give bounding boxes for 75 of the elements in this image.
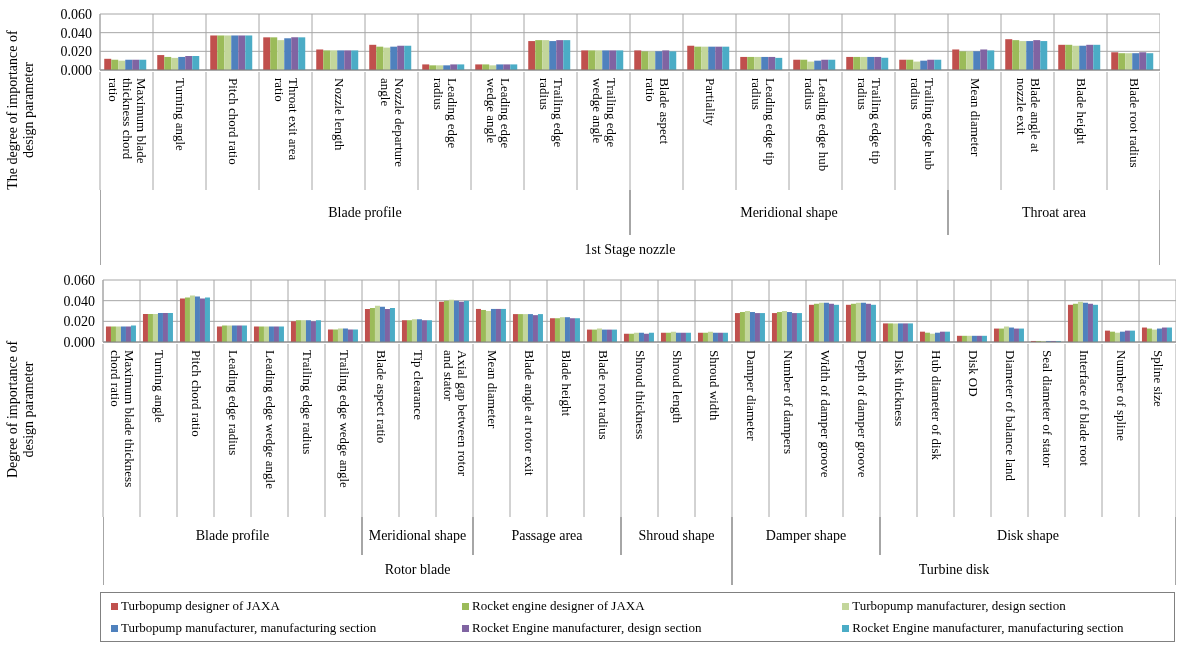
x-tick-label: Maximum blade thickness chord ratio [107,350,137,488]
x-tick-label: Pitch chord ratio [225,78,241,165]
x-tick-label: Disk thickness [891,350,907,427]
text: Rotor blade [384,562,451,578]
x-tick-label: Mean diameter [967,78,983,157]
x-tick-label: Trailing edge hub radius [907,78,937,170]
y-tick-label: 0.000 [60,62,92,78]
x-tick-label: Blade aspect ratio [373,350,389,444]
x-axis-title: Blade profile [328,204,402,221]
x-tick-label: Mean diameter [484,350,500,429]
y-tick-label: 0.000 [63,334,95,350]
x-tick-label: Depth of damper groove [854,350,870,478]
x-tick-label: Shroud thickness [632,350,648,440]
y-axis-title: Degree of importance of design parameter [5,340,36,479]
x-tick-label: Blade angle at nozzle exit [1013,78,1043,153]
y-tick-label: 0.020 [63,314,95,330]
legend-label: Turbopump manufacturer, manufacturing section [121,620,377,636]
y-tick-label: 0.040 [60,25,92,41]
x-tick-label: Trailing edge tip radius [854,78,884,165]
legend-label: Rocket Engine manufacturer, design section [472,620,702,636]
x-tick-label: Blade height [558,350,574,417]
legend-label: Rocket Engine manufacturer, manufacturing section [852,620,1124,636]
x-tick-label: Maximum blade thickness chord ratio [105,78,149,164]
x-tick-label: Partiality [702,78,718,127]
x-tick-label: Blade root radius [1126,78,1142,168]
x-tick-label: Blade aspect ratio [642,78,672,145]
x-axis-title: Passage area [511,528,583,544]
x-tick-label: Blade root radius [595,350,611,440]
x-tick-label: Turning angle [151,350,167,424]
x-tick-label: Leading edge radius [430,78,460,149]
x-tick-label: Leading edge tip radius [748,78,778,166]
x-tick-label: Leading edge wedge angle [262,350,278,490]
legend-label: Rocket engine designer of JAXA [472,598,645,614]
y-tick-label: 0.060 [63,272,95,288]
x-tick-label: Nozzle departure angle [377,78,407,168]
x-tick-label: Spline size [1150,350,1166,407]
x-tick-label: Nozzle length [331,78,347,152]
y-axis-title: The degree of importance of design parameter [5,29,36,190]
y-tick-label: 0.020 [60,44,92,60]
x-tick-label: Throat exit area ratio [271,78,301,161]
x-tick-label: Disk OD [965,350,981,397]
x-tick-label: Diameter of balance land [1002,350,1018,482]
x-tick-label: Damper diameter [743,350,759,442]
x-tick-label: Pitch chord ratio [188,350,204,437]
text: Turbine disk [918,562,990,578]
text: 1st Stage nozzle [584,242,676,258]
x-tick-label: Seal diameter of stator [1039,350,1055,468]
x-tick-label: Tip clearance [410,350,426,421]
x-tick-label: Hub diameter of disk [928,350,944,461]
x-tick-label: Width of damper groove [817,350,833,478]
x-tick-label: Axial gap between rotor and stator [440,350,470,477]
x-axis-title: Meridional shape [740,204,838,221]
x-axis-title: Meridional shape [368,528,467,544]
x-tick-label: Blade height [1073,78,1089,145]
x-tick-label: Blade angle at rotor exit [521,350,537,477]
x-axis-title: Damper shape [765,528,847,544]
x-tick-label: Trailing edge radius [536,78,566,148]
x-tick-label: Number of spline [1113,350,1129,442]
x-tick-label: Leading edge hub radius [801,78,831,172]
x-axis-title: Disk shape [997,528,1059,544]
x-tick-label: Shroud width [706,350,722,421]
legend-label: Turbopump designer of JAXA [121,598,280,614]
y-tick-label: 0.040 [63,293,95,309]
x-tick-label: Shroud length [669,350,685,424]
x-tick-label: Turning angle [172,78,188,152]
x-tick-label: Interface of blade root [1076,350,1092,467]
x-tick-label: Number of dampers [780,350,796,454]
x-tick-label: Leading edge radius [225,350,241,456]
x-axis-title: Shroud shape [638,528,715,544]
x-tick-label: Trailing edge wedge angle [336,350,352,489]
y-tick-label: 0.060 [60,6,92,22]
legend-label: Turbopump manufacturer, design section [852,598,1066,614]
x-tick-label: Trailing edge radius [299,350,315,455]
x-axis-title: Blade profile [195,528,270,544]
x-axis-title: Throat area [1021,204,1087,221]
